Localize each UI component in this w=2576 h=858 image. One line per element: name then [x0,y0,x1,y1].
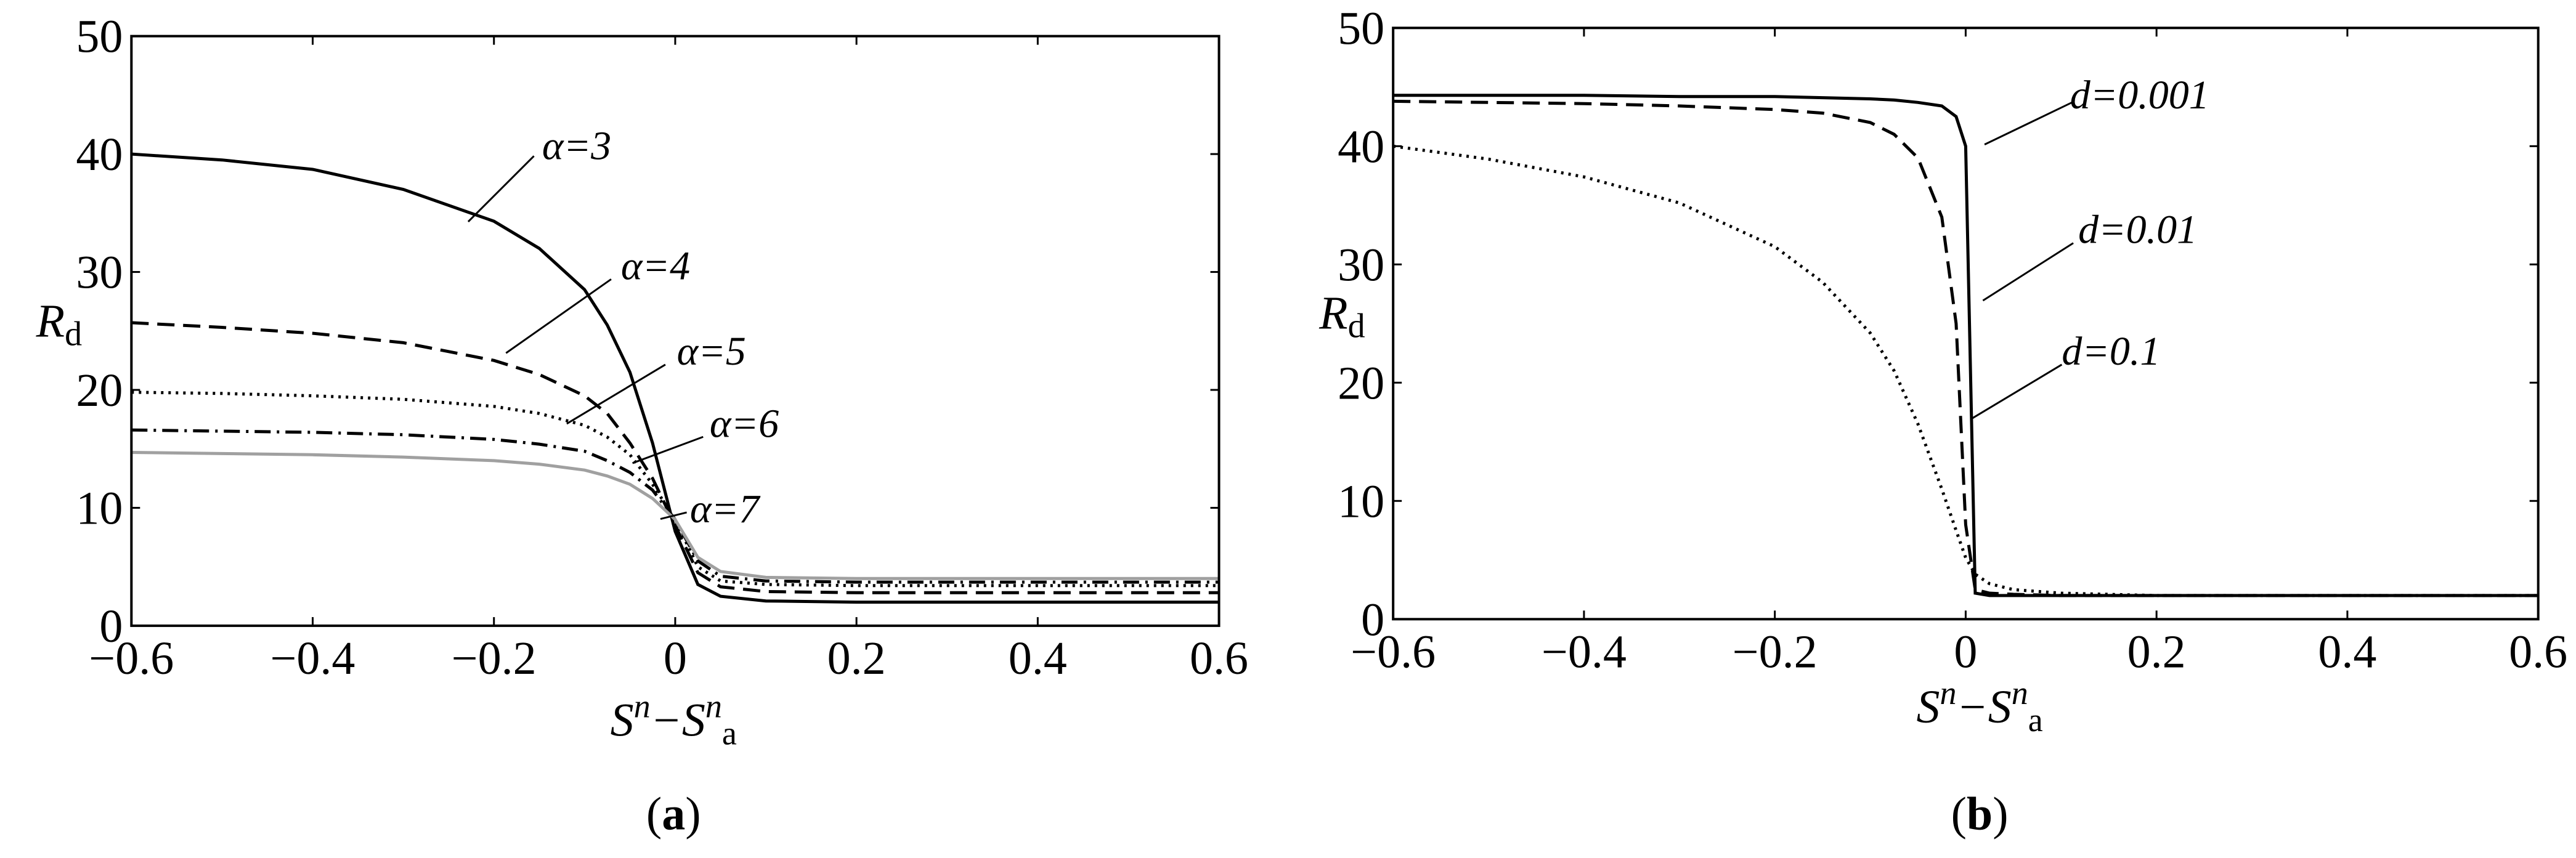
y-tick-label: 0 [99,601,123,652]
annotation-pointer [467,155,535,223]
annotation-pointer [566,363,666,425]
caption-paren: ) [685,788,701,840]
series-label: d=0.01 [2078,208,2197,253]
caption-paren: ( [646,788,662,840]
x-axis-label-part: a [2028,702,2043,739]
series-label: α=3 [542,124,611,169]
y-axis-label-main: R [36,296,65,347]
caption-paren: ( [1951,788,1967,840]
x-tick-label: 0.2 [2127,626,2186,678]
x-tick-label: −0.6 [1351,626,1436,678]
x-axis-label-part: S [611,695,634,747]
annotation-pointer [1970,363,2063,420]
x-axis-label: Sn−Sna [1916,674,2042,739]
y-axis-label: Rd [1318,287,1365,345]
plot-frame [130,34,1221,627]
y-tick-label: 40 [76,129,123,180]
x-tick-label: −0.2 [452,633,537,684]
y-tick-label: 10 [76,482,123,534]
series-line [131,391,1219,588]
x-tick-label: 0 [1954,626,1977,678]
x-tick-label: −0.4 [270,633,356,684]
x-axis-label: Sn−Sna [611,688,737,752]
y-tick-label: 40 [1338,121,1384,172]
annotation-pointer [660,511,687,520]
series-line [131,321,1219,594]
annotation-pointer [505,278,612,354]
x-axis-label-part: n [705,688,722,725]
series-line [131,451,1219,580]
x-tick-label: 0.4 [2318,626,2376,678]
x-axis-label-part: n [1940,674,1956,711]
x-tick-label: 0.6 [1190,633,1248,684]
series-line [131,428,1219,584]
caption-letter: a [662,788,685,840]
y-tick-label: 0 [1361,594,1384,646]
series-line [1392,144,2538,597]
x-tick-label: 0.2 [827,633,886,684]
y-axis-label: Rd [36,296,82,354]
y-tick-label: 10 [1338,476,1384,527]
x-tick-label: −0.2 [1733,626,1818,678]
x-tick-label: 0.4 [1009,633,1067,684]
x-axis-label-part: S [1916,681,1940,733]
caption: (a) [646,788,701,840]
caption-letter: b [1967,788,1993,840]
x-axis-label-part: a [722,715,737,752]
y-tick-label: 20 [1338,357,1384,409]
y-axis-label-sub: d [1348,307,1365,345]
series-label: d=0.001 [2070,73,2209,118]
plot-frame [1392,26,2540,621]
y-axis-label-sub: d [65,315,82,354]
x-axis-label-part: −S [1956,681,2011,733]
series-label: α=5 [677,329,746,374]
y-tick-label: 30 [1338,239,1384,291]
series-label: α=7 [690,487,761,532]
y-tick-label: 50 [1338,2,1384,54]
x-tick-label: 0.6 [2509,626,2567,678]
x-axis-label-part: n [634,688,651,725]
y-tick-label: 50 [76,11,123,63]
caption: (b) [1951,788,2009,840]
series-line [1393,99,2538,597]
y-axis-label-main: R [1318,287,1347,339]
y-tick-label: 20 [76,365,123,416]
annotation-pointer [1982,242,2074,302]
annotation-pointer [632,435,704,464]
x-axis-label-part: n [2012,674,2028,711]
series-label: α=4 [621,243,690,288]
x-tick-label: −0.4 [1542,626,1627,678]
x-tick-label: 0 [664,633,687,684]
caption-paren: ) [1993,788,2008,840]
series-label: α=6 [710,401,779,446]
x-tick-label: −0.6 [89,633,174,684]
x-axis-label-part: −S [651,695,705,747]
series-line [131,152,1219,604]
annotation-pointer [1984,100,2074,145]
series-label: d=0.1 [2062,329,2160,374]
y-tick-label: 30 [76,247,123,299]
